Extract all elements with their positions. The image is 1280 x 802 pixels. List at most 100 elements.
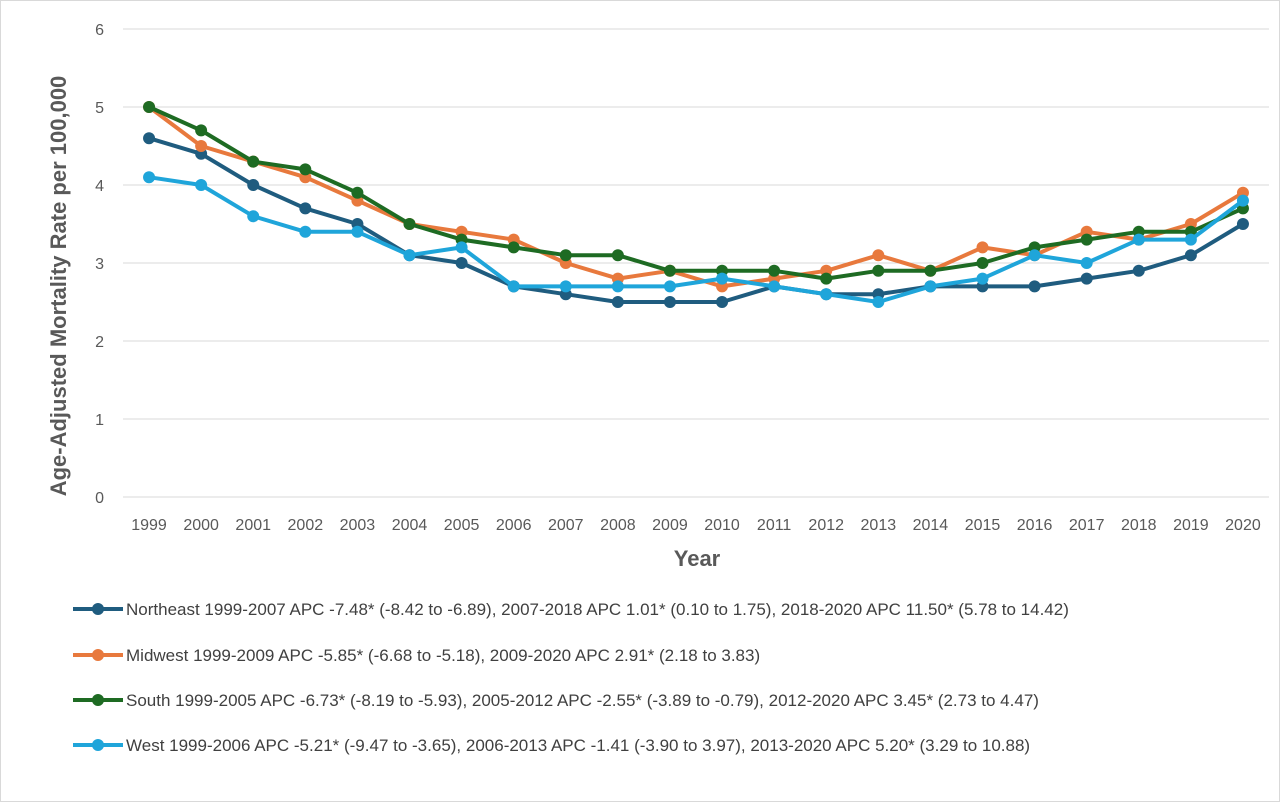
- series-line: [147, 105, 1244, 289]
- x-tick-label: 2010: [704, 517, 740, 534]
- x-tick-label: 2018: [1121, 517, 1157, 534]
- legend-entry-1: Midwest 1999-2009 APC -5.85* (-6.68 to -…: [73, 646, 760, 665]
- legend-marker: [92, 649, 104, 661]
- data-point: [924, 280, 937, 293]
- data-point: [716, 296, 729, 308]
- data-point: [143, 101, 156, 113]
- data-point: [507, 241, 520, 254]
- data-point: [507, 280, 520, 293]
- y-tick-label: 3: [95, 256, 104, 273]
- x-tick-label: 1999: [131, 517, 167, 534]
- data-point: [976, 257, 989, 269]
- x-tick-label: 2015: [965, 517, 1001, 534]
- data-point: [663, 280, 676, 293]
- legend-label: South 1999-2005 APC -6.73* (-8.19 to -5.…: [126, 691, 1039, 710]
- series-line: [148, 175, 1245, 304]
- x-tick-label: 2006: [496, 517, 532, 534]
- data-point: [768, 264, 781, 277]
- data-point: [663, 296, 676, 308]
- x-tick-label: 2013: [861, 517, 897, 534]
- y-tick-label: 0: [95, 490, 104, 507]
- x-tick-label: 2014: [913, 517, 949, 534]
- data-point: [1028, 280, 1041, 293]
- data-point: [1080, 257, 1093, 269]
- x-tick-label: 2002: [288, 517, 324, 534]
- data-point: [299, 202, 312, 215]
- x-tick-label: 2003: [340, 517, 376, 534]
- y-tick-label: 5: [95, 100, 104, 117]
- data-point: [663, 264, 676, 277]
- data-point: [559, 280, 572, 293]
- data-point: [872, 296, 885, 308]
- data-point: [1028, 249, 1041, 262]
- x-tick-label: 2016: [1017, 517, 1053, 534]
- data-point: [247, 210, 260, 223]
- data-point: [820, 272, 833, 285]
- y-tick-label: 6: [95, 22, 104, 39]
- legend-entry-2: South 1999-2005 APC -6.73* (-8.19 to -5.…: [73, 691, 1039, 710]
- data-point: [768, 280, 781, 293]
- data-point: [716, 272, 729, 285]
- y-tick-label: 4: [95, 178, 104, 195]
- y-axis-title: Age-Adjusted Mortality Rate per 100,000: [46, 76, 71, 497]
- x-tick-label: 2009: [652, 517, 688, 534]
- data-point: [351, 186, 364, 199]
- data-point: [924, 264, 937, 277]
- legend-marker: [92, 694, 104, 706]
- series-line: [148, 105, 1244, 281]
- data-point: [455, 241, 468, 254]
- data-point: [611, 296, 624, 308]
- data-point: [976, 241, 989, 254]
- legend-marker: [92, 739, 104, 751]
- x-tick-label: 2020: [1225, 517, 1261, 534]
- legend-entry-0: Northeast 1999-2007 APC -7.48* (-8.42 to…: [73, 600, 1069, 619]
- series-line: [148, 136, 1244, 304]
- legend-label: Midwest 1999-2009 APC -5.85* (-6.68 to -…: [126, 646, 760, 665]
- data-point: [611, 249, 624, 262]
- data-point: [299, 163, 312, 176]
- data-point: [1236, 218, 1249, 230]
- x-tick-label: 2005: [444, 517, 480, 534]
- x-tick-label: 2011: [757, 517, 792, 534]
- x-tick-label: 2000: [183, 517, 219, 534]
- x-tick-label: 2007: [548, 517, 584, 534]
- legend: Northeast 1999-2007 APC -7.48* (-8.42 to…: [73, 600, 1069, 755]
- data-point: [1184, 249, 1197, 262]
- legend-label: West 1999-2006 APC -5.21* (-9.47 to -3.6…: [126, 736, 1030, 755]
- data-point: [820, 288, 833, 301]
- x-tick-label: 2019: [1173, 517, 1209, 534]
- data-point: [195, 140, 208, 152]
- series-2: [143, 101, 1249, 285]
- data-point: [1080, 272, 1093, 285]
- series-lines: [143, 101, 1249, 308]
- data-point: [299, 225, 312, 238]
- x-tick-label: 2001: [235, 517, 271, 534]
- x-axis-title: Year: [674, 546, 721, 571]
- data-point: [247, 155, 260, 168]
- data-point: [143, 171, 156, 184]
- data-point: [247, 179, 260, 191]
- data-point: [976, 272, 989, 285]
- data-point: [1132, 233, 1145, 246]
- data-point: [455, 257, 468, 269]
- x-tick-label: 2017: [1069, 517, 1105, 534]
- x-tick-label: 2004: [392, 517, 428, 534]
- y-tick-label: 2: [95, 334, 104, 351]
- data-point: [1184, 233, 1197, 246]
- data-point: [1236, 194, 1249, 207]
- y-tick-label: 1: [95, 412, 104, 429]
- data-point: [872, 249, 885, 262]
- x-tick-label: 2012: [808, 517, 844, 534]
- data-point: [1132, 264, 1145, 277]
- data-point: [195, 179, 208, 191]
- x-tick-label: 2008: [600, 517, 636, 534]
- series-0: [143, 132, 1249, 308]
- data-point: [872, 264, 885, 277]
- series-3: [143, 171, 1249, 308]
- legend-label: Northeast 1999-2007 APC -7.48* (-8.42 to…: [126, 600, 1069, 619]
- data-point: [1080, 233, 1093, 246]
- data-point: [195, 124, 208, 137]
- data-point: [559, 249, 572, 262]
